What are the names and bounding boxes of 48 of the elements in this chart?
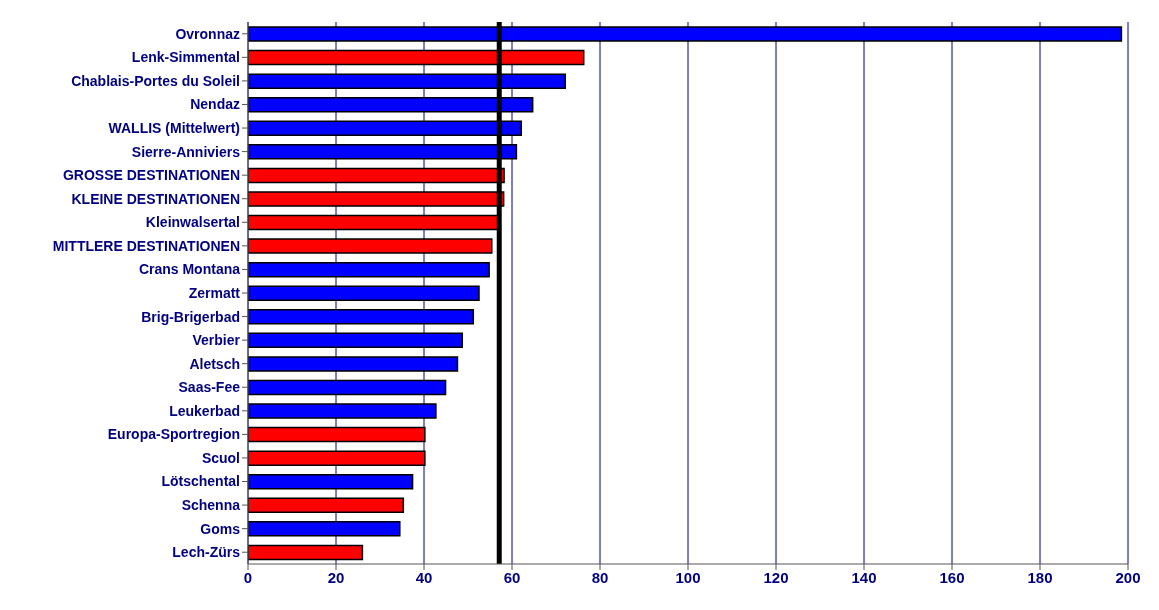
y-tick-label: Sierre-Anniviers: [131, 143, 241, 160]
x-tick-label: 40: [415, 568, 433, 586]
x-tick-label: 140: [851, 568, 877, 586]
bar: [248, 403, 437, 419]
x-tick-label: 180: [1027, 568, 1053, 586]
y-tick-label: Ovronnaz: [175, 25, 240, 42]
bar: [248, 450, 426, 466]
x-tick-label: 160: [939, 568, 965, 586]
y-tick-label: Chablais-Portes du Soleil: [71, 72, 240, 89]
bar: [248, 544, 364, 561]
y-tick-label: Lech-Zürs: [172, 544, 241, 561]
y-tick-label: Lötschental: [161, 473, 240, 490]
bar: [248, 261, 490, 278]
bar: [248, 497, 405, 514]
x-tick-label: 200: [1115, 568, 1141, 586]
bar: [248, 356, 459, 372]
x-tick-label: 60: [503, 568, 521, 586]
x-tick-label: 120: [763, 568, 789, 586]
y-tick-label: KLEINE DESTINATIONEN: [71, 190, 240, 207]
bar: [248, 473, 414, 490]
bar: [248, 521, 401, 537]
x-tick-label: 100: [675, 568, 701, 586]
y-tick-label: Crans Montana: [138, 261, 241, 278]
y-tick-label: Schenna: [181, 497, 241, 514]
bar: [248, 379, 447, 396]
y-tick-label: Kleinwalsertal: [145, 214, 240, 231]
x-tick-label: 20: [327, 568, 345, 586]
y-tick-label: GROSSE DESTINATIONEN: [62, 167, 240, 184]
bar: [248, 332, 464, 349]
y-tick-label: Zermatt: [188, 284, 241, 301]
y-tick-label: Europa-Sportregion: [107, 426, 240, 443]
bar: [248, 238, 493, 254]
bar: [248, 285, 480, 301]
x-tick-label: 80: [591, 568, 609, 586]
y-tick-label: Nendaz: [190, 96, 240, 113]
y-tick-label: Lenk-Simmental: [131, 49, 240, 66]
y-tick-label: Scuol: [201, 449, 240, 466]
y-tick-label: Goms: [200, 520, 241, 537]
y-tick-label: Aletsch: [189, 355, 240, 372]
bar: [248, 426, 426, 443]
y-tick-label: Verbier: [192, 332, 241, 349]
y-tick-label: Saas-Fee: [178, 379, 241, 396]
y-tick-label: WALLIS (Mittelwert): [108, 120, 240, 137]
y-tick-label: MITTLERE DESTINATIONEN: [52, 237, 240, 254]
x-tick-label: 0: [243, 568, 253, 586]
bar: [248, 309, 475, 325]
y-tick-label: Brig-Brigerbad: [141, 308, 240, 325]
y-tick-label: Leukerbad: [169, 402, 240, 419]
